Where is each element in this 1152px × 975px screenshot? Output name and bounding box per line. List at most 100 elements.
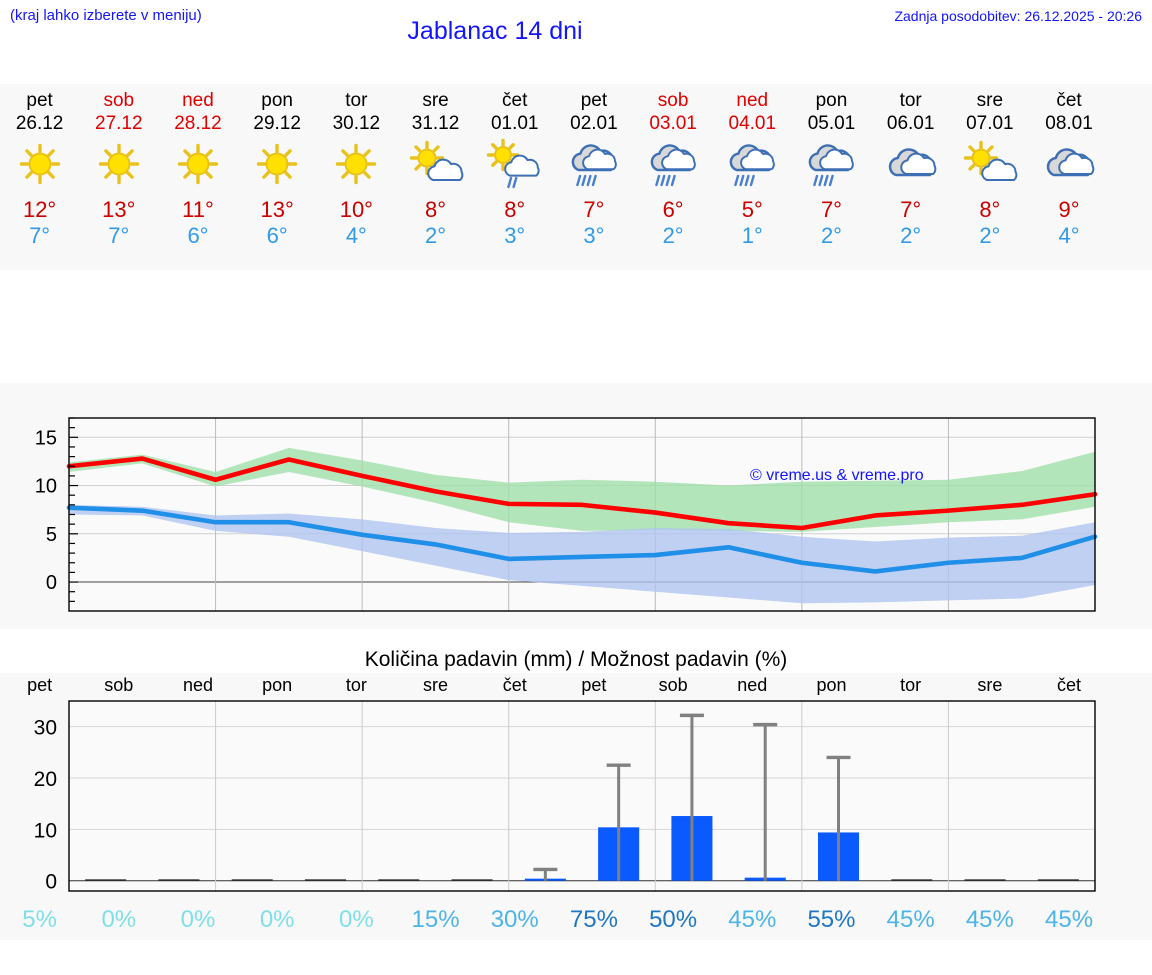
sun-cloud-rain-icon — [475, 137, 554, 193]
day-column[interactable]: čet 01.01 8° 3° — [475, 84, 554, 270]
cloud-rain-icon — [792, 137, 871, 193]
day-max-temp: 7° — [820, 197, 842, 222]
precipitation-day-label: čet — [502, 675, 527, 695]
precipitation-chart: 0 10 20 30 — [34, 700, 1096, 894]
svg-text:0: 0 — [45, 871, 57, 894]
cloud-icon — [1029, 137, 1108, 193]
day-name: pon — [261, 90, 293, 111]
svg-text:20: 20 — [34, 768, 57, 791]
day-min-temp: 2° — [820, 223, 842, 248]
day-column[interactable]: sob 27.12 13° 7° — [79, 84, 158, 270]
day-min-temp: 6° — [266, 223, 288, 248]
day-name: pet — [580, 90, 608, 111]
copyright-label: © vreme.us & vreme.pro — [750, 467, 924, 484]
last-updated-label: Zadnja posodobitev: 26.12.2025 - 20:26 — [894, 8, 1142, 24]
precipitation-probability: 45% — [728, 906, 777, 933]
day-min-temp: 1° — [741, 223, 763, 248]
cloud-icon — [871, 137, 950, 193]
day-column[interactable]: ned 28.12 11° 6° — [158, 84, 237, 270]
day-name: sre — [976, 90, 1004, 111]
precipitation-probability: 5% — [22, 906, 57, 933]
day-column[interactable]: sre 31.12 8° 2° — [396, 84, 475, 270]
day-column[interactable]: sre 07.01 8° 2° — [950, 84, 1029, 270]
day-date: 28.12 — [174, 113, 222, 134]
sun-icon — [158, 137, 237, 193]
day-name: ned — [736, 90, 769, 111]
day-date: 29.12 — [253, 113, 301, 134]
day-name: tor — [345, 90, 368, 111]
day-column[interactable]: pet 26.12 12° 7° — [0, 84, 79, 270]
sun-icon — [0, 137, 79, 193]
precipitation-probability: 30% — [490, 906, 539, 933]
precipitation-day-label: sre — [423, 675, 449, 695]
day-min-temp: 6° — [187, 223, 209, 248]
day-column[interactable]: sob 03.01 6° 2° — [634, 84, 713, 270]
day-column[interactable]: pon 05.01 7° 2° — [792, 84, 871, 270]
cloud-rain-icon — [713, 137, 792, 193]
day-max-temp: 9° — [1058, 197, 1080, 222]
precipitation-day-label: pet — [581, 675, 607, 695]
precipitation-day-label: pon — [262, 675, 293, 695]
day-max-temp: 13° — [102, 197, 136, 222]
cloud-rain-icon — [554, 137, 633, 193]
precipitation-day-label: ned — [182, 675, 213, 695]
sun-cloud-icon — [950, 137, 1029, 193]
svg-text:10: 10 — [34, 819, 57, 842]
day-column[interactable]: tor 06.01 7° 2° — [871, 84, 950, 270]
temperature-chart: 0 5 10 15 — [35, 417, 1098, 612]
precipitation-day-label: čet — [1057, 675, 1082, 695]
day-max-temp: 8° — [425, 197, 447, 222]
day-max-temp: 11° — [182, 197, 214, 222]
precipitation-probability: 45% — [1045, 906, 1094, 933]
day-date: 01.01 — [490, 113, 539, 134]
day-date: 31.12 — [411, 113, 460, 134]
precipitation-probability: 0% — [339, 906, 374, 933]
day-name: tor — [899, 90, 922, 111]
day-max-temp: 7° — [583, 197, 605, 222]
precipitation-probability: 0% — [101, 906, 137, 933]
day-max-temp: 13° — [260, 197, 294, 222]
day-name: čet — [502, 90, 528, 111]
precipitation-probability: 55% — [807, 906, 856, 933]
precipitation-probability: 45% — [965, 906, 1014, 933]
day-column[interactable]: čet 08.01 9° 4° — [1029, 84, 1108, 270]
daily-forecast-strip: pet 26.12 12° 7° sob 27.12 13° 7° ned 28.12 11° 6° p… — [0, 84, 1152, 270]
day-column[interactable]: pon 29.12 13° 6° — [238, 84, 317, 270]
precipitation-day-label: pet — [27, 675, 53, 695]
day-min-temp: 4° — [345, 223, 367, 248]
sun-icon — [317, 137, 396, 193]
precipitation-probability: 0% — [259, 906, 295, 933]
day-column[interactable]: pet 02.01 7° 3° — [554, 84, 633, 270]
svg-text:5: 5 — [46, 524, 57, 546]
precipitation-probability: 50% — [649, 906, 698, 933]
precipitation-day-label: ned — [737, 675, 768, 695]
day-column[interactable]: ned 04.01 5° 1° — [713, 84, 792, 270]
day-min-temp: 7° — [108, 223, 130, 248]
day-date: 08.01 — [1045, 113, 1093, 134]
day-date: 04.01 — [728, 113, 777, 134]
page-title: Jablanac 14 dni — [407, 17, 583, 45]
day-name: pet — [26, 90, 53, 111]
day-max-temp: 5° — [741, 197, 763, 222]
page-header: (kraj lahko izberete v meniju) Jablanac … — [0, 0, 1152, 62]
precipitation-day-label: tor — [900, 675, 922, 695]
day-name: sre — [422, 90, 449, 111]
day-date: 27.12 — [95, 113, 143, 134]
day-date: 07.01 — [966, 113, 1014, 134]
day-date: 03.01 — [649, 113, 697, 134]
day-name: sob — [103, 90, 135, 111]
precipitation-day-labels: pet sob ned pon tor sre čet pet sob ned pon tor sre č… — [0, 675, 1152, 699]
day-date: 05.01 — [807, 113, 856, 134]
temperature-chart-panel: 0 5 10 15 — [0, 383, 1152, 629]
day-name: ned — [182, 90, 214, 111]
day-column[interactable]: tor 30.12 10° 4° — [317, 84, 396, 270]
sun-cloud-icon — [396, 137, 475, 193]
precipitation-probability: 45% — [886, 906, 935, 933]
day-min-temp: 2° — [425, 223, 447, 248]
day-name: sob — [657, 90, 689, 111]
cloud-rain-icon — [634, 137, 713, 193]
precipitation-day-label: pon — [816, 675, 847, 695]
day-min-temp: 4° — [1058, 223, 1080, 248]
day-max-temp: 7° — [900, 197, 922, 222]
precipitation-day-label: tor — [345, 675, 367, 695]
